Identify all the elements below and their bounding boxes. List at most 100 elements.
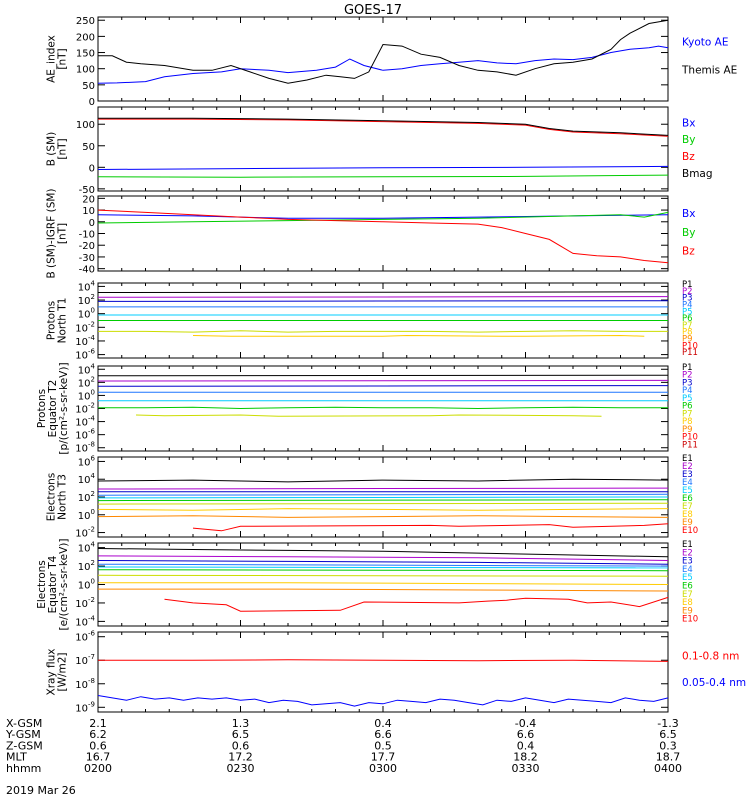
series-line — [97, 211, 669, 224]
y-tick-label: 104 — [78, 541, 96, 555]
y-axis-label: B (SM) — [46, 132, 58, 166]
ephemeris-table: X-GSM 2.1 1.3 0.4 -0.4 -1.3 Y-GSM 6.2 6.5 6.6 6.6 6… — [5, 717, 682, 775]
legend-entry: E9 — [682, 606, 693, 616]
ephem-value: 18.2 — [513, 751, 538, 764]
ephem-value: 0.4 — [517, 739, 535, 752]
series-line — [97, 174, 669, 178]
legend-entry: E9 — [682, 518, 693, 528]
y-tick-label: 10-4 — [75, 415, 95, 429]
y-tick-label: 10-4 — [75, 334, 95, 348]
y-tick-label: 100 — [78, 388, 95, 402]
series-line — [97, 385, 669, 387]
y-tick-label: -40 — [79, 265, 95, 276]
legend-entry: E3 — [682, 470, 693, 480]
y-tick-label: 106 — [78, 454, 96, 468]
legend-entry: E5 — [682, 573, 693, 583]
legend-entry: By — [682, 227, 695, 239]
ephem-value: 0.6 — [232, 739, 250, 752]
series-line — [97, 515, 669, 518]
y-tick-label: 104 — [78, 362, 96, 376]
series-line — [98, 406, 668, 410]
series-line — [97, 566, 669, 569]
ephem-value: 17.7 — [371, 751, 396, 764]
y-tick-label: 10-7 — [75, 653, 95, 667]
legend-entry: Bx — [682, 208, 695, 220]
series-line — [98, 330, 668, 333]
y-axis-label: Equator T2 — [47, 380, 59, 438]
ephem-row-label: X-GSM — [6, 717, 42, 730]
panel-2: -50 0 50 100 B (SM) [nT] Bx By Bz Bmag — [46, 106, 713, 196]
y-tick-label: 102 — [78, 490, 95, 504]
legend-entry: E10 — [682, 615, 698, 625]
legend-entry: Bz — [682, 246, 695, 258]
legend-entry: E2 — [682, 462, 693, 472]
panel-frame — [97, 365, 669, 452]
panel-frame — [97, 195, 669, 272]
legend-entry: P6 — [682, 402, 693, 412]
series-line — [98, 117, 669, 136]
legend-entry: Bx — [682, 117, 695, 129]
y-axis-label: Equator T4 — [47, 555, 59, 613]
ephem-value: 0.3 — [659, 739, 677, 752]
series-line — [97, 574, 669, 577]
series-line — [98, 19, 669, 84]
series-line — [97, 508, 669, 511]
y-axis-label: B (SM)-IGRF (SM) — [46, 188, 58, 278]
y-axis-label: Protons — [36, 389, 48, 428]
legend-entry: P8 — [682, 417, 693, 427]
legend-entry: P4 — [682, 386, 693, 396]
ephem-value: 0330 — [512, 762, 540, 775]
y-tick-label: 102 — [78, 559, 95, 573]
legend-entry: E10 — [682, 526, 698, 536]
y-tick-label: 250 — [76, 16, 95, 27]
date-label: 2019 Mar 26 — [6, 784, 76, 797]
y-axis-label: [p/(cm²-s-sr-keV)] — [58, 362, 70, 454]
y-tick-label: 104 — [78, 279, 96, 293]
legend-entry: P7 — [682, 321, 693, 331]
series-line — [98, 582, 669, 585]
legend-entry: P10 — [682, 341, 698, 351]
y-tick-label: 100 — [76, 65, 95, 76]
y-axis-label: North T1 — [57, 298, 69, 344]
legend-entry: By — [682, 134, 695, 146]
y-tick-label: 10 — [82, 206, 95, 217]
ephem-value: 6.6 — [517, 728, 535, 741]
series-line — [97, 496, 669, 499]
y-tick-label: 10-4 — [75, 614, 95, 628]
series-line — [97, 569, 669, 572]
legend-entry: P9 — [682, 425, 693, 435]
y-tick-label: 10-9 — [75, 700, 95, 714]
series-line — [97, 548, 669, 558]
y-tick-label: 150 — [76, 49, 95, 60]
series-line — [97, 300, 669, 302]
y-tick-label: 100 — [76, 120, 95, 131]
series-line — [135, 414, 602, 417]
ephem-row-label: hhmm — [6, 762, 41, 775]
ephem-value: 18.7 — [656, 751, 681, 764]
series-line — [97, 291, 669, 293]
y-tick-label: 10-8 — [75, 677, 95, 691]
legend-entry: E6 — [682, 582, 693, 592]
panel-1: 0 50 100 150 200 250 AE_index [nT] Kyoto AE Themi… — [46, 16, 738, 108]
ephem-value: 0.6 — [89, 739, 107, 752]
series-line — [192, 523, 669, 532]
legend-entry: E6 — [682, 494, 693, 504]
legend-entry: P2 — [682, 287, 693, 297]
series-line — [97, 165, 669, 170]
y-axis-label: [nT] — [57, 223, 69, 244]
series-line — [97, 209, 669, 264]
y-axis-label: Electrons — [36, 560, 48, 609]
legend-entry: P8 — [682, 328, 693, 338]
legend-entry: P11 — [682, 348, 698, 358]
y-tick-label: -50 — [79, 185, 95, 196]
ephem-value: 0.4 — [374, 717, 392, 730]
y-tick-label: 10-2 — [75, 320, 95, 334]
y-tick-label: 10-8 — [75, 441, 95, 455]
legend-entry: E7 — [682, 502, 693, 512]
series-line — [192, 334, 645, 337]
y-tick-label: 100 — [78, 578, 95, 592]
